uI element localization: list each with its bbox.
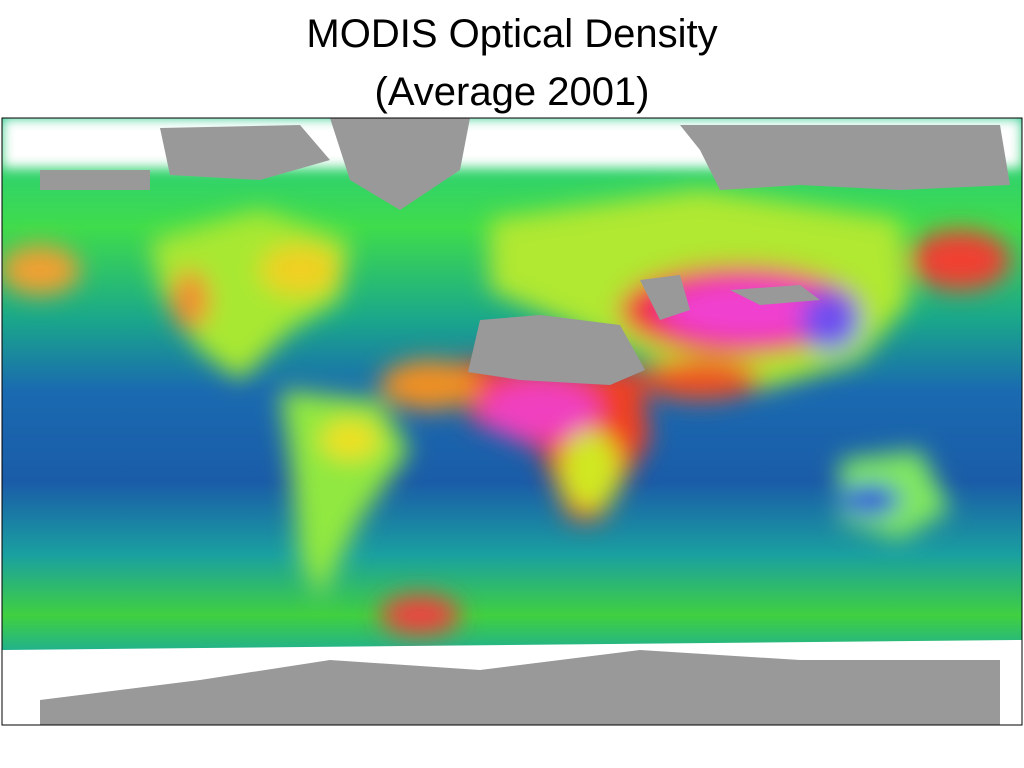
map-frame bbox=[1, 117, 1023, 726]
no-data bbox=[2, 118, 1022, 725]
map-area bbox=[2, 118, 1022, 725]
title-line: (Average 2001) bbox=[374, 70, 650, 114]
title-line: MODIS Optical Density bbox=[306, 12, 718, 56]
